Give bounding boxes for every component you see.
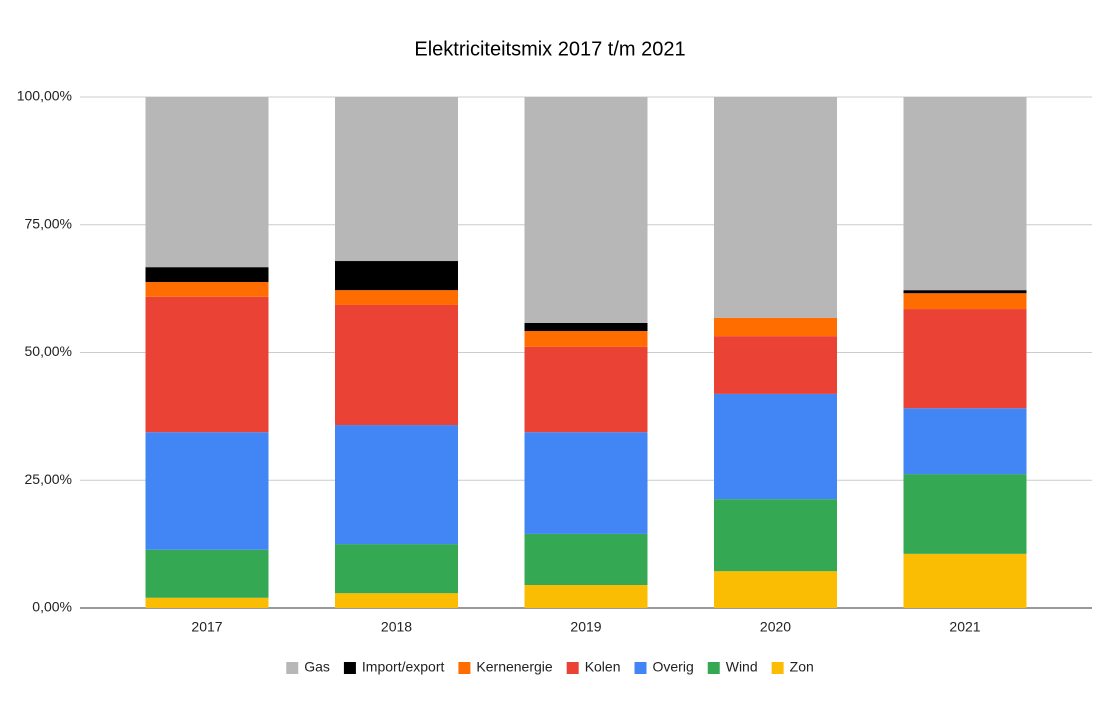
bar-segment <box>524 585 648 608</box>
bar-segment <box>145 281 269 297</box>
legend-label: Overig <box>653 659 694 675</box>
bar-segment <box>145 597 269 608</box>
x-tick-label: 2017 <box>191 619 222 635</box>
legend-label: Gas <box>304 659 330 675</box>
y-tick-label: 25,00% <box>25 471 72 487</box>
bar-segment <box>903 474 1027 554</box>
y-tick-label: 75,00% <box>25 215 72 231</box>
bar-segment <box>714 393 837 500</box>
bar-segment <box>524 432 648 534</box>
bar-segment <box>714 336 837 394</box>
bar-segment <box>145 432 269 550</box>
bar-segment <box>714 317 837 337</box>
bar-segment <box>335 544 458 594</box>
bar-segment <box>335 261 458 291</box>
bar-segment <box>903 553 1027 608</box>
legend-label: Kolen <box>585 659 621 675</box>
legend-swatch <box>286 662 299 674</box>
bar-segment <box>903 293 1027 310</box>
legend-swatch <box>343 662 356 674</box>
y-tick-label: 50,00% <box>25 343 72 359</box>
bar-segment <box>903 408 1027 475</box>
legend-label: Import/export <box>362 659 445 675</box>
bar-segment <box>335 593 458 608</box>
legend-swatch <box>634 662 647 674</box>
bar-segment <box>903 309 1027 409</box>
bar-segment <box>714 571 837 608</box>
bar-segment <box>903 97 1027 291</box>
bar-segment <box>524 533 648 586</box>
bar-segment <box>335 425 458 545</box>
bar-segment <box>145 549 269 598</box>
legend-swatch <box>707 662 720 674</box>
legend-swatch <box>566 662 579 674</box>
legend-swatch <box>458 662 471 674</box>
legend-swatch <box>771 662 784 674</box>
y-tick-label: 0,00% <box>32 599 72 615</box>
x-tick-label: 2021 <box>949 619 980 635</box>
bar-segment <box>524 97 648 323</box>
bar-segment <box>524 322 648 332</box>
bar-segment <box>714 499 837 572</box>
legend-label: Kernenergie <box>476 659 552 675</box>
bar-segment <box>335 304 458 426</box>
bar-segment <box>714 97 837 318</box>
bar-segment <box>903 290 1027 294</box>
y-tick-label: 100,00% <box>17 88 72 104</box>
legend-label: Zon <box>790 659 814 675</box>
legend-label: Wind <box>726 659 758 675</box>
bar-segment <box>335 290 458 305</box>
bar-segment <box>335 97 458 262</box>
bar-segment <box>524 331 648 347</box>
bar-segment <box>145 97 269 268</box>
x-tick-label: 2018 <box>381 619 412 635</box>
bar-segment <box>145 267 269 282</box>
bar-segment <box>524 346 648 433</box>
x-tick-label: 2020 <box>760 619 791 635</box>
chart-title: Elektriciteitsmix 2017 t/m 2021 <box>414 38 685 60</box>
bar-segment <box>145 296 269 433</box>
x-tick-label: 2019 <box>570 619 601 635</box>
